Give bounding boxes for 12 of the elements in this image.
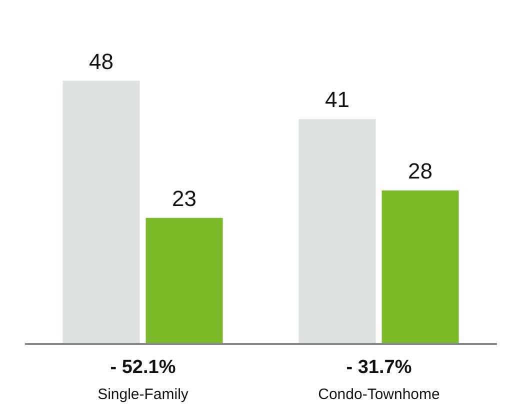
bar <box>62 80 140 344</box>
x-tick-label: Single-Family <box>98 386 189 403</box>
data-label: 48 <box>89 48 114 74</box>
data-label: 41 <box>325 87 350 112</box>
text: - 52.1% <box>110 357 176 378</box>
data-label: 28 <box>408 158 432 184</box>
bar <box>298 119 376 344</box>
data-label: 23 <box>172 186 196 211</box>
text: - 31.7% <box>346 357 412 378</box>
bar <box>146 218 223 344</box>
x-tick-label: Condo-Townhome <box>318 386 440 403</box>
bar <box>382 190 459 344</box>
